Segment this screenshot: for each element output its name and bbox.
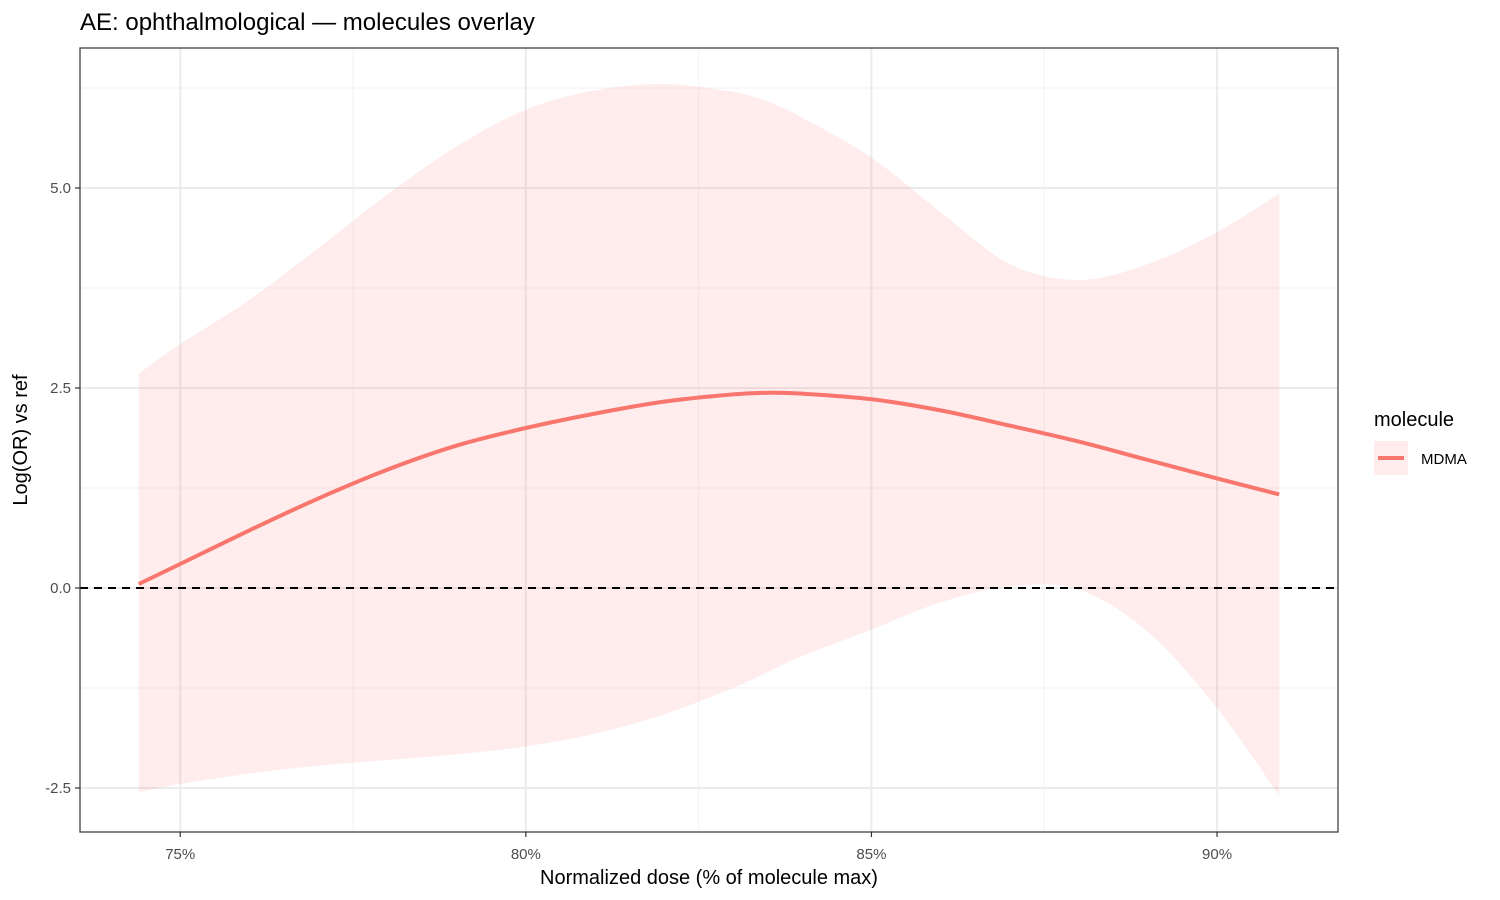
y-tick-label: -2.5	[45, 780, 71, 797]
x-axis-title: Normalized dose (% of molecule max)	[540, 867, 878, 889]
y-axis-ticks: -2.5 0.0 2.5 5.0	[45, 180, 80, 797]
y-tick-label: 0.0	[50, 580, 71, 597]
legend: molecule MDMA	[1374, 409, 1467, 475]
x-axis-ticks: 75% 80% 85% 90%	[165, 832, 1232, 863]
x-tick-label: 80%	[511, 846, 541, 863]
minor-gridlines	[80, 48, 1338, 832]
series-lines	[137, 390, 1280, 586]
confidence-ribbons	[138, 83, 1280, 796]
y-tick-label: 5.0	[50, 180, 71, 197]
plot-border	[79, 47, 1339, 833]
confidence-ribbon-mdma	[138, 83, 1280, 796]
legend-items: MDMA	[1374, 441, 1467, 475]
major-gridlines	[80, 48, 1338, 832]
y-tick-label: 2.5	[50, 380, 71, 397]
legend-label-mdma: MDMA	[1421, 451, 1467, 468]
legend-title: molecule	[1374, 409, 1454, 431]
plot-panel	[80, 48, 1338, 832]
y-axis-title: Log(OR) vs ref	[10, 374, 32, 506]
x-tick-label: 75%	[165, 846, 195, 863]
x-tick-label: 85%	[856, 846, 886, 863]
chart-title: AE: ophthalmological — molecules overlay	[80, 9, 535, 36]
series-line-mdma	[137, 390, 1280, 586]
x-tick-label: 90%	[1202, 846, 1232, 863]
